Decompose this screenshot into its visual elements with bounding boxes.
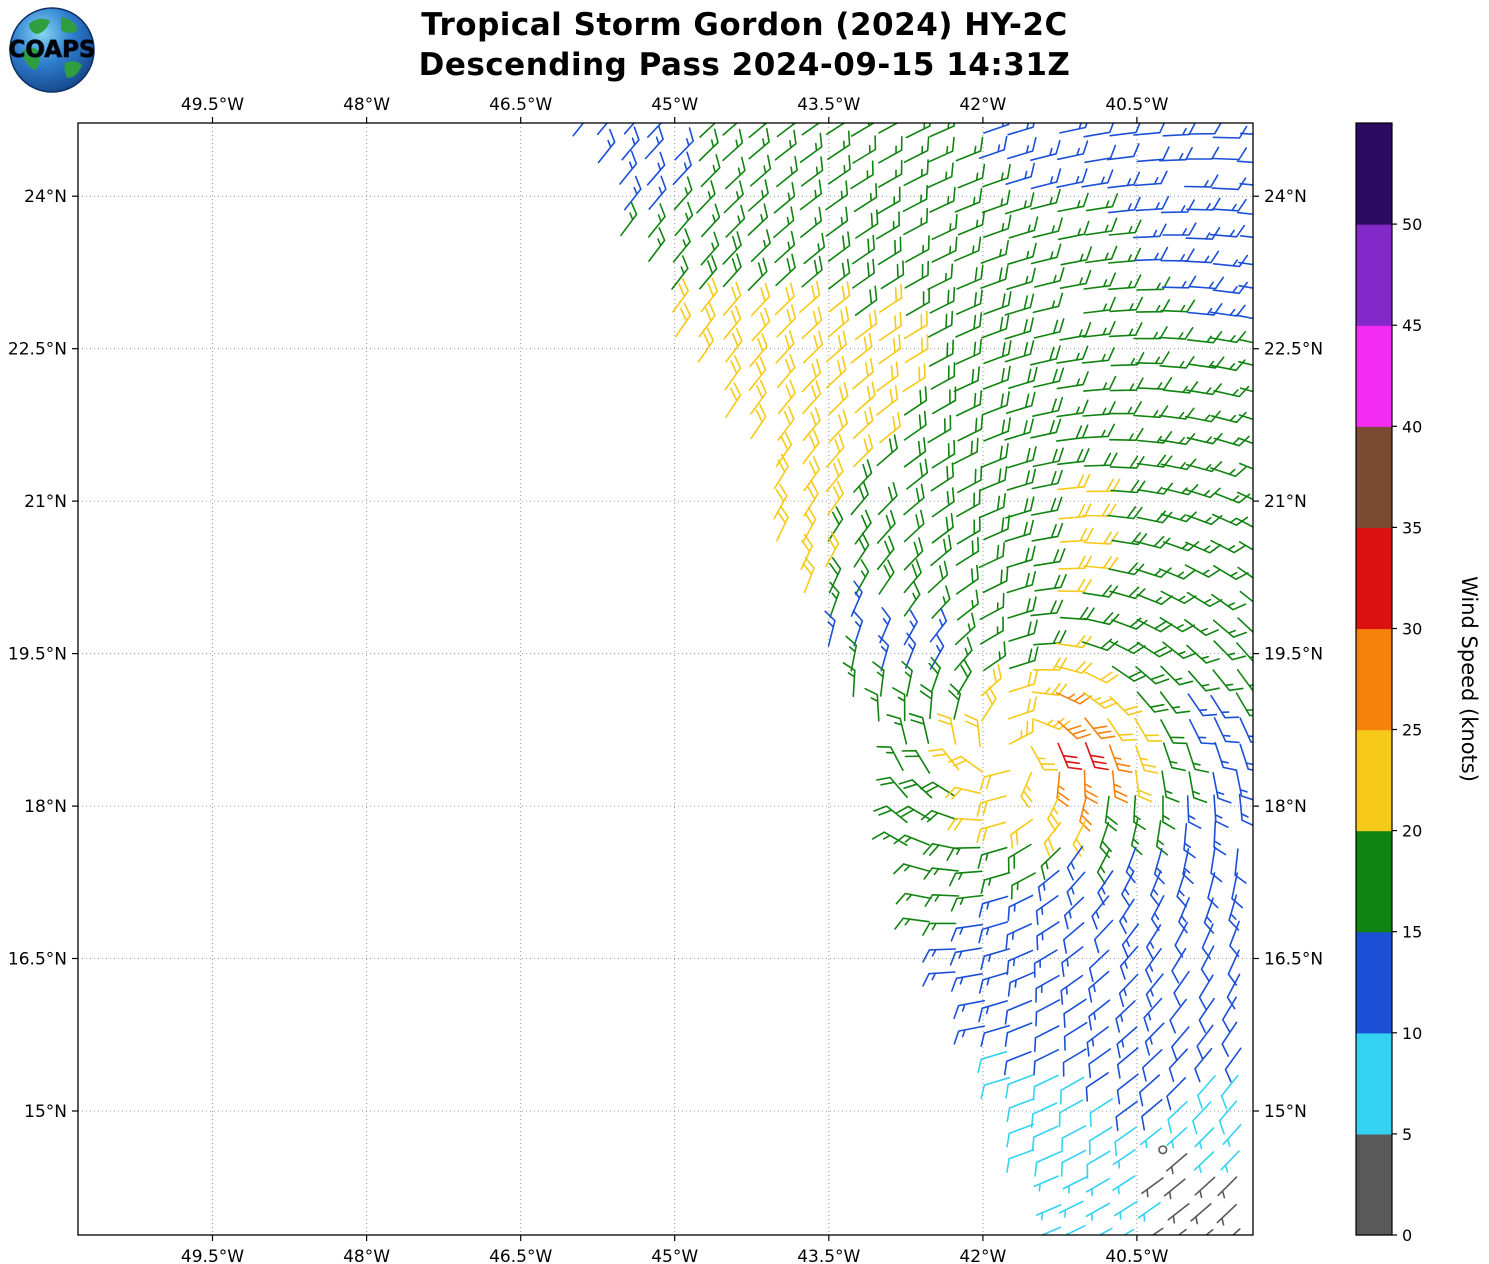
svg-text:20: 20 [1402,822,1422,841]
coaps-logo-text: COAPS [8,37,95,63]
svg-text:45: 45 [1402,316,1422,335]
svg-text:16.5°N: 16.5°N [8,950,67,970]
svg-text:43.5°W: 43.5°W [797,1247,860,1264]
svg-text:49.5°W: 49.5°W [181,95,244,115]
svg-text:15°N: 15°N [24,1102,67,1122]
coaps-logo: COAPS [8,6,96,94]
svg-text:45°W: 45°W [651,95,698,115]
chart-titles: Tropical Storm Gordon (2024) HY-2C Desce… [0,6,1489,85]
svg-text:42°W: 42°W [959,95,1006,115]
svg-text:35: 35 [1402,518,1422,537]
svg-text:40: 40 [1402,417,1422,436]
svg-text:46.5°W: 46.5°W [489,95,552,115]
svg-text:50: 50 [1402,215,1422,234]
colorbar-label: Wind Speed (knots) [1457,576,1481,782]
svg-text:0: 0 [1402,1226,1412,1245]
svg-text:24°N: 24°N [1264,187,1307,207]
svg-text:15°N: 15°N [1264,1102,1307,1122]
svg-text:43.5°W: 43.5°W [797,95,860,115]
plot-frame [77,122,1254,1236]
svg-text:48°W: 48°W [343,95,390,115]
svg-text:42°W: 42°W [959,1247,1006,1264]
svg-text:19.5°N: 19.5°N [8,645,67,665]
chart-title: Tropical Storm Gordon (2024) HY-2C [421,7,1068,43]
svg-text:21°N: 21°N [24,492,67,512]
svg-text:46.5°W: 46.5°W [489,1247,552,1264]
wind-barbs [572,123,1253,1235]
svg-text:30: 30 [1402,620,1422,639]
coaps-logo-globe: COAPS [8,7,96,93]
colorbar: 0 5 10 15 20 25 30 35 40 45 50 Wind Speed (knots) [1355,122,1481,1245]
chart-subtitle: Descending Pass 2024-09-15 14:31Z [418,46,1071,83]
svg-text:48°W: 48°W [343,1247,390,1264]
svg-text:24°N: 24°N [24,187,67,207]
svg-text:40.5°W: 40.5°W [1105,95,1168,115]
svg-text:10: 10 [1402,1024,1422,1043]
svg-text:19.5°N: 19.5°N [1264,645,1323,665]
svg-text:40.5°W: 40.5°W [1105,1247,1168,1264]
svg-text:45°W: 45°W [651,1247,698,1264]
svg-text:22.5°N: 22.5°N [8,340,67,360]
svg-text:18°N: 18°N [1264,797,1307,817]
svg-text:5: 5 [1402,1125,1412,1144]
x-axis: 49.5°W 49.5°W 48°W 48°W 46.5°W 46.5°W 45°W 45°W… [181,95,1169,1264]
svg-text:21°N: 21°N [1264,492,1307,512]
svg-text:18°N: 18°N [24,797,67,817]
svg-text:15: 15 [1402,923,1422,942]
svg-text:22.5°N: 22.5°N [1264,340,1323,360]
svg-text:49.5°W: 49.5°W [181,1247,244,1264]
svg-text:16.5°N: 16.5°N [1264,950,1323,970]
y-axis: 24°N 24°N 22.5°N 22.5°N 21°N 21°N 19.5°N 19.5°N… [8,187,1323,1122]
svg-text:25: 25 [1402,721,1422,740]
